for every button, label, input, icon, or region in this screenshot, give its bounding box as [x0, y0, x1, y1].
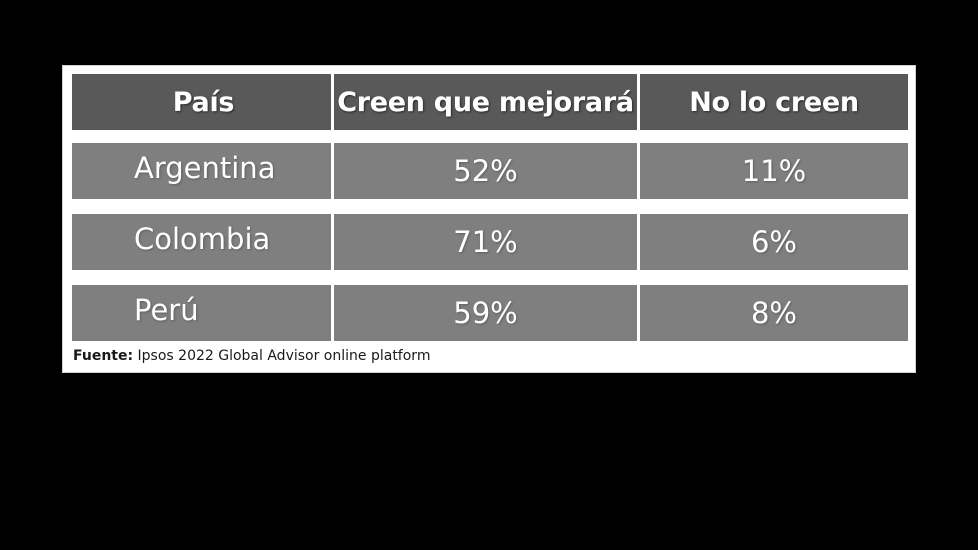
value-cell-no: 8%: [640, 285, 908, 341]
country-label: Perú: [134, 293, 199, 327]
table-panel: País Creen que mejorará No lo creen Arge…: [62, 65, 916, 373]
source-text: Ipsos 2022 Global Advisor online platfor…: [133, 348, 431, 364]
country-cell: Perú: [72, 285, 331, 341]
country-cell: Colombia: [72, 214, 331, 270]
source-note: Fuente: Ipsos 2022 Global Advisor online…: [73, 348, 430, 364]
country-label: Argentina: [134, 151, 276, 185]
value-cell-mejorara: 71%: [334, 214, 637, 270]
value-cell-mejorara: 52%: [334, 143, 637, 199]
table-row: Perú 59% 8%: [72, 285, 908, 341]
value-cell-no: 11%: [640, 143, 908, 199]
value-cell-mejorara: 59%: [334, 285, 637, 341]
header-cell-pais: País: [72, 74, 331, 130]
table-header-row: País Creen que mejorará No lo creen: [72, 74, 908, 130]
source-label: Fuente:: [73, 348, 134, 364]
table-row: Argentina 52% 11%: [72, 143, 908, 199]
header-cell-creen: Creen que mejorará: [334, 74, 637, 130]
table-row: Colombia 71% 6%: [72, 214, 908, 270]
header-cell-no: No lo creen: [640, 74, 908, 130]
country-cell: Argentina: [72, 143, 331, 199]
country-label: Colombia: [134, 222, 271, 256]
value-cell-no: 6%: [640, 214, 908, 270]
